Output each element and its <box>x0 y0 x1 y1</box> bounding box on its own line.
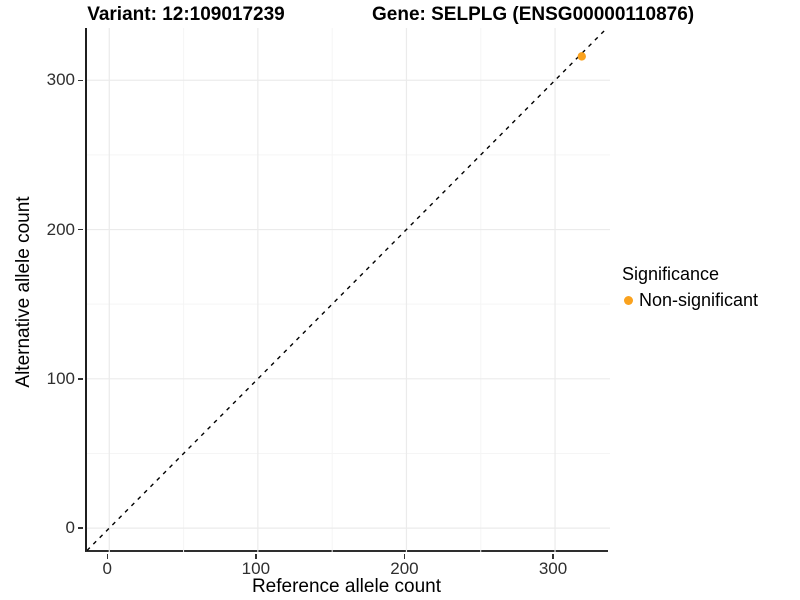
x-axis-title: Reference allele count <box>251 576 442 597</box>
legend: Significance Non-significant <box>620 264 758 311</box>
y-tick-mark <box>78 378 83 380</box>
legend-title: Significance <box>622 264 720 284</box>
y-tick-mark <box>78 79 83 81</box>
gene-title: Gene: SELPLG (ENSG00000110876) <box>372 4 695 25</box>
y-tick-label: 200 <box>46 219 75 239</box>
x-tick-label: 0 <box>102 559 113 578</box>
x-tick-mark <box>255 554 257 559</box>
y-tick-label: 300 <box>46 70 75 90</box>
x-tick-mark <box>106 554 109 559</box>
identity-line <box>87 28 608 552</box>
y-tick-mark <box>78 228 83 231</box>
data-point[interactable] <box>577 52 586 61</box>
y-tick-mark <box>78 527 83 529</box>
y-tick-label: 0 <box>65 518 75 538</box>
plot-panel-canvas <box>87 28 610 552</box>
variant-title: Variant: 12:109017239 <box>87 4 285 25</box>
y-tick-label: 100 <box>46 368 75 388</box>
x-tick-label: 200 <box>390 559 419 578</box>
x-tick-label: 100 <box>241 559 271 578</box>
x-tick-mark <box>403 554 406 559</box>
plot-panel <box>85 28 610 552</box>
legend-item-label: Non-significant <box>639 290 759 310</box>
legend-orange-dot-icon <box>624 296 633 305</box>
x-tick-mark <box>552 554 554 559</box>
x-tick-label: 300 <box>538 559 568 578</box>
legend-item-non-significant: Non-significant <box>620 290 758 311</box>
